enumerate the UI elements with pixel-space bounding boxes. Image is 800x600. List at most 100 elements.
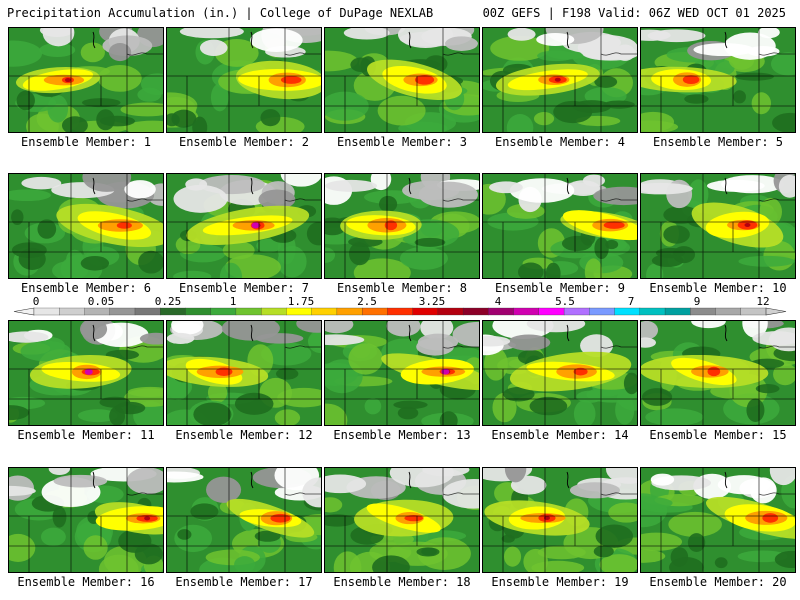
colorbar-segment [488, 307, 515, 316]
ensemble-member-label: Ensemble Member: 9 [494, 281, 626, 295]
colorbar-segment [109, 307, 136, 316]
ensemble-member-label: Ensemble Member: 11 [17, 428, 155, 442]
colorbar-segment [412, 307, 439, 316]
colorbar-segment [84, 307, 111, 316]
precip-field-map [483, 468, 637, 572]
colorbar-tick-label: 1.75 [287, 295, 315, 308]
ensemble-member-map [640, 27, 796, 133]
colorbar-segment [589, 307, 616, 316]
ensemble-member-map [166, 467, 322, 573]
ensemble-member-map [640, 467, 796, 573]
precip-field-map [483, 28, 637, 132]
colorbar-segment [690, 307, 716, 316]
colorbar-segment [639, 307, 666, 316]
precip-field-map [167, 321, 321, 425]
precip-field-map [167, 174, 321, 278]
ensemble-member-label: Ensemble Member: 12 [175, 428, 313, 442]
colorbar-tick-label: 12 [756, 295, 770, 308]
precip-field-map [9, 321, 163, 425]
precip-field-map [641, 28, 795, 132]
ensemble-member-label: Ensemble Member: 16 [17, 575, 155, 589]
colorbar-segment [715, 307, 742, 316]
precip-field-map [167, 28, 321, 132]
ensemble-member-map [166, 27, 322, 133]
ensemble-member-label: Ensemble Member: 13 [333, 428, 471, 442]
colorbar-tick-label: 0.25 [154, 295, 182, 308]
precip-field-map [483, 174, 637, 278]
ensemble-member-label: Ensemble Member: 19 [491, 575, 629, 589]
colorbar-segment [462, 307, 489, 316]
colorbar-segment [311, 307, 338, 316]
ensemble-member-map [166, 320, 322, 426]
colorbar-tick-label: 1 [229, 295, 237, 308]
precip-field-map [483, 321, 637, 425]
colorbar-segment [664, 307, 691, 316]
colorbar-segment [361, 307, 388, 316]
colorbar-segment [261, 307, 287, 316]
colorbar-segment [336, 307, 363, 316]
ensemble-member-label: Ensemble Member: 20 [649, 575, 787, 589]
ensemble-member-map [8, 173, 164, 279]
ensemble-member-label: Ensemble Member: 7 [178, 281, 310, 295]
ensemble-member-label: Ensemble Member: 15 [649, 428, 787, 442]
colorbar-segment [134, 307, 161, 316]
precip-field-map [641, 321, 795, 425]
precip-colorbar [13, 307, 787, 316]
ensemble-member-map [8, 467, 164, 573]
ensemble-member-map [8, 27, 164, 133]
colorbar-max-arrow [765, 307, 787, 316]
ensemble-member-map [324, 467, 480, 573]
ensemble-member-map [482, 27, 638, 133]
colorbar-segment [563, 307, 590, 316]
ensemble-member-map [640, 173, 796, 279]
ensemble-member-map [482, 467, 638, 573]
precip-field-map [9, 468, 163, 572]
precip-field-map [325, 321, 479, 425]
colorbar-tick-label: 0 [32, 295, 40, 308]
ensemble-member-label: Ensemble Member: 17 [175, 575, 313, 589]
colorbar-segment [387, 307, 414, 316]
ensemble-member-map [324, 173, 480, 279]
colorbar-segment [235, 307, 262, 316]
run-valid-time: 00Z GEFS | F198 Valid: 06Z WED OCT 01 20… [482, 6, 786, 20]
precip-field-map [9, 174, 163, 278]
colorbar-segment [286, 307, 313, 316]
colorbar-segment [740, 307, 767, 316]
precip-field-map [167, 468, 321, 572]
colorbar-tick-label: 2.5 [357, 295, 377, 308]
colorbar-segment [59, 307, 85, 316]
ensemble-member-label: Ensemble Member: 18 [333, 575, 471, 589]
colorbar-segment [33, 307, 60, 316]
colorbar-tick-label: 3.25 [418, 295, 446, 308]
ensemble-member-map [640, 320, 796, 426]
colorbar-segment [437, 307, 464, 316]
colorbar-tick-label: 7 [627, 295, 635, 308]
ensemble-member-map [8, 320, 164, 426]
colorbar-tick-label: 5.5 [555, 295, 575, 308]
ensemble-member-label: Ensemble Member: 5 [652, 135, 784, 149]
ensemble-member-map [166, 173, 322, 279]
colorbar-tick-label: 4 [494, 295, 502, 308]
precip-field-map [325, 468, 479, 572]
ensemble-member-label: Ensemble Member: 6 [20, 281, 152, 295]
colorbar-segment [160, 307, 186, 316]
map-title: Precipitation Accumulation (in.) | Colle… [7, 6, 434, 20]
colorbar-segment [185, 307, 212, 316]
colorbar-tick-label: 0.05 [87, 295, 115, 308]
precip-field-map [9, 28, 163, 132]
colorbar-tick-label: 9 [693, 295, 701, 308]
precip-field-map [641, 174, 795, 278]
colorbar-segment [538, 307, 565, 316]
precip-field-map [325, 28, 479, 132]
ensemble-member-label: Ensemble Member: 10 [649, 281, 787, 295]
ensemble-member-label: Ensemble Member: 4 [494, 135, 626, 149]
ensemble-member-label: Ensemble Member: 1 [20, 135, 152, 149]
ensemble-member-label: Ensemble Member: 2 [178, 135, 310, 149]
ensemble-member-label: Ensemble Member: 3 [336, 135, 468, 149]
precip-field-map [641, 468, 795, 572]
ensemble-member-map [482, 320, 638, 426]
colorbar-segment [210, 307, 237, 316]
colorbar-min-arrow [13, 307, 35, 316]
precip-field-map [325, 174, 479, 278]
ensemble-member-label: Ensemble Member: 8 [336, 281, 468, 295]
